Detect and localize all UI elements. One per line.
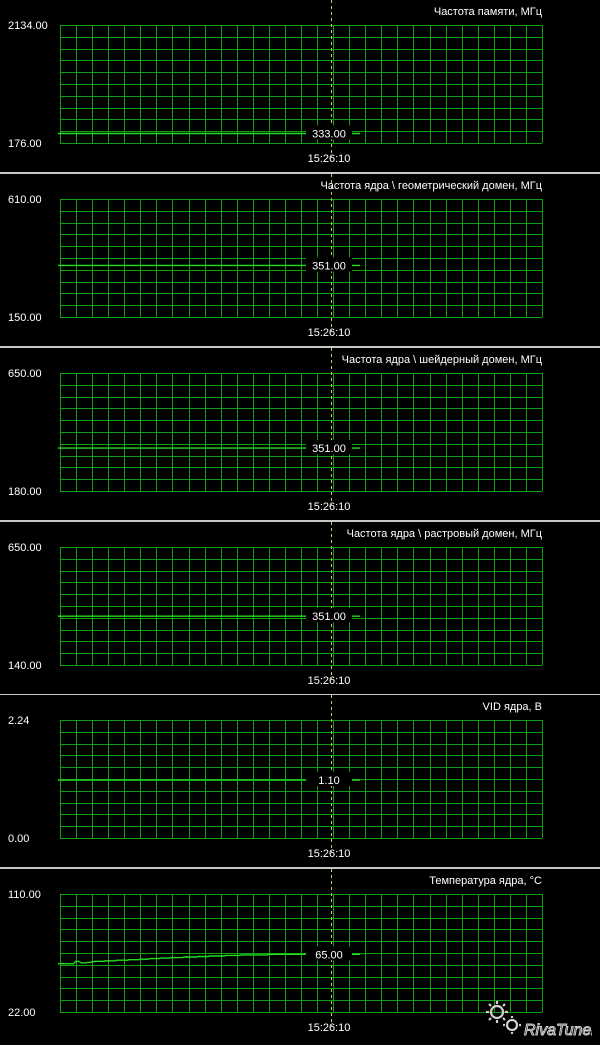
value-label-bg (306, 608, 352, 623)
y-max-label: 2.24 (8, 715, 29, 727)
panel-separator[interactable] (0, 520, 600, 522)
grid (60, 373, 543, 492)
value-label-bg (306, 946, 352, 961)
y-max-label: 110.00 (8, 889, 41, 901)
y-max-label: 650.00 (8, 368, 42, 380)
graph-svg-6: 65.00 110.00 22.00 Температура ядра, °С 15:2… (8, 869, 543, 1034)
time-label: 15:26:10 (308, 848, 351, 860)
y-min-label: 176.00 (8, 138, 42, 150)
time-label: 15:26:10 (308, 327, 351, 339)
graph-panel-5[interactable]: 1.10 2.24 0.00 VID ядра, В 15:26:10 (0, 695, 600, 867)
graph-svg-1: 333.00 2134.00 176.00 Частота памяти, МГц 15… (8, 0, 543, 165)
graph-panel-2[interactable]: 351.00 610.00 150.00 Частота ядра \ геометр… (0, 174, 600, 346)
current-value-label: 1.10 (318, 775, 339, 787)
graph-title: Частота памяти, МГц (434, 6, 543, 18)
gear-icon (486, 1001, 521, 1034)
y-min-label: 140.00 (8, 660, 42, 672)
logo-text: RivaTuner (524, 1022, 592, 1039)
value-label-bg (306, 125, 352, 140)
current-value-label: 351.00 (312, 260, 346, 272)
graph-title: Температура ядра, °С (429, 875, 542, 887)
y-max-label: 650.00 (8, 542, 42, 554)
graph-svg-5: 1.10 2.24 0.00 VID ядра, В 15:26:10 (8, 695, 543, 860)
value-label-bg (306, 257, 352, 272)
grid (60, 199, 543, 318)
rivatuner-logo: RivaTuner (486, 1001, 592, 1039)
time-label: 15:26:10 (308, 1022, 351, 1034)
current-value-label: 351.00 (312, 611, 346, 623)
value-label-bg (306, 772, 352, 787)
panel-separator[interactable] (0, 172, 600, 174)
grid (60, 25, 543, 144)
current-value-label: 333.00 (312, 129, 346, 141)
graph-panel-3[interactable]: 351.00 650.00 180.00 Частота ядра \ шейдерн… (0, 348, 600, 520)
graph-title: Частота ядра \ шейдерный домен, МГц (342, 354, 543, 366)
y-min-label: 150.00 (8, 312, 42, 324)
current-value-label: 65.00 (315, 949, 343, 961)
graph-panel-1[interactable]: 333.00 2134.00 176.00 Частота памяти, МГц 15… (0, 0, 600, 172)
time-label: 15:26:10 (308, 501, 351, 513)
graph-panel-6[interactable]: 65.00 110.00 22.00 Температура ядра, °С 15:2… (0, 869, 600, 1041)
graph-title: Частота ядра \ растровый домен, МГц (347, 528, 543, 540)
grid (60, 720, 543, 839)
grid (60, 547, 543, 666)
value-label-bg (306, 440, 352, 455)
y-min-label: 22.00 (8, 1007, 36, 1019)
grid (60, 894, 543, 1013)
graph-title: VID ядра, В (483, 701, 542, 713)
graph-svg-4: 351.00 650.00 140.00 Частота ядра \ растров… (8, 522, 543, 687)
graph-panel-4[interactable]: 351.00 650.00 140.00 Частота ядра \ растров… (0, 522, 600, 694)
graph-title: Частота ядра \ геометрический домен, МГц (320, 180, 542, 192)
panel-separator[interactable] (0, 346, 600, 348)
panel-separator[interactable] (0, 867, 600, 869)
y-max-label: 2134.00 (8, 20, 48, 32)
current-value-label: 351.00 (312, 443, 346, 455)
y-max-label: 610.00 (8, 194, 42, 206)
y-min-label: 180.00 (8, 486, 42, 498)
y-min-label: 0.00 (8, 833, 29, 845)
time-label: 15:26:10 (308, 153, 351, 165)
graph-svg-2: 351.00 610.00 150.00 Частота ядра \ геометр… (8, 174, 543, 339)
time-label: 15:26:10 (308, 675, 351, 687)
graph-svg-3: 351.00 650.00 180.00 Частота ядра \ шейдерн… (8, 348, 543, 513)
